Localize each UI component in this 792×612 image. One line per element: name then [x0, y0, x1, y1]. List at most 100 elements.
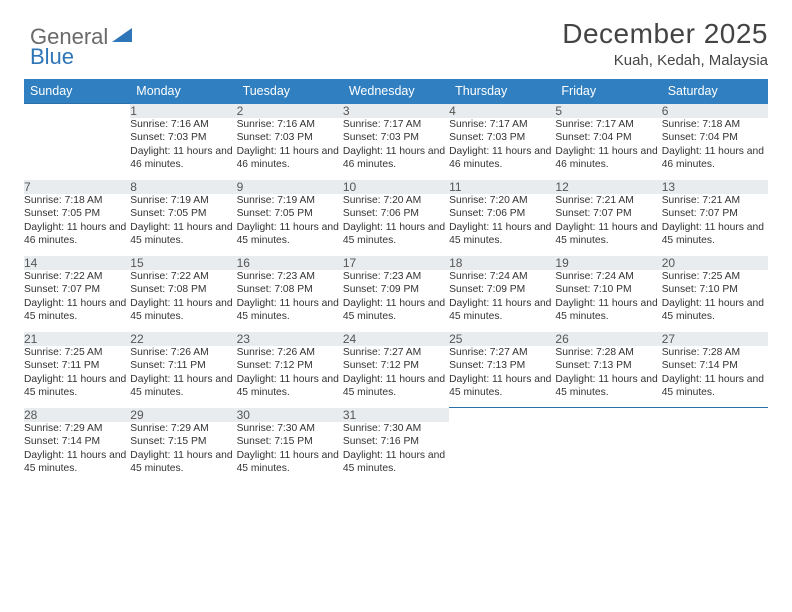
daylight-text: Daylight: 11 hours and 45 minutes. — [130, 297, 236, 324]
sunrise-text: Sunrise: 7:19 AM — [237, 194, 343, 208]
day-number: 16 — [237, 256, 343, 270]
day-number: 31 — [343, 408, 449, 422]
daylight-text: Daylight: 11 hours and 45 minutes. — [24, 373, 130, 400]
logo-triangle-icon — [112, 26, 132, 44]
sunrise-text: Sunrise: 7:26 AM — [130, 346, 236, 360]
sunrise-text: Sunrise: 7:16 AM — [237, 118, 343, 132]
sunset-text: Sunset: 7:13 PM — [555, 359, 661, 373]
sunset-text: Sunset: 7:09 PM — [449, 283, 555, 297]
daylight-text: Daylight: 11 hours and 45 minutes. — [662, 221, 768, 248]
day-info: Sunrise: 7:19 AMSunset: 7:05 PMDaylight:… — [130, 194, 236, 256]
sunrise-text: Sunrise: 7:17 AM — [555, 118, 661, 132]
day-info: Sunrise: 7:18 AMSunset: 7:05 PMDaylight:… — [24, 194, 130, 256]
sunrise-text: Sunrise: 7:22 AM — [130, 270, 236, 284]
empty-cell — [449, 408, 555, 422]
sunrise-text: Sunrise: 7:18 AM — [24, 194, 130, 208]
day-number: 30 — [237, 408, 343, 422]
sunrise-text: Sunrise: 7:27 AM — [343, 346, 449, 360]
daylight-text: Daylight: 11 hours and 45 minutes. — [237, 297, 343, 324]
daylight-text: Daylight: 11 hours and 46 minutes. — [343, 145, 449, 172]
daylight-text: Daylight: 11 hours and 45 minutes. — [449, 297, 555, 324]
sunset-text: Sunset: 7:15 PM — [130, 435, 236, 449]
day-number: 6 — [662, 104, 768, 118]
day-number: 4 — [449, 104, 555, 118]
sunrise-text: Sunrise: 7:26 AM — [237, 346, 343, 360]
weekday-header: Tuesday — [237, 79, 343, 104]
day-info: Sunrise: 7:22 AMSunset: 7:07 PMDaylight:… — [24, 270, 130, 332]
sunset-text: Sunset: 7:08 PM — [237, 283, 343, 297]
sunrise-text: Sunrise: 7:30 AM — [343, 422, 449, 436]
sunset-text: Sunset: 7:03 PM — [130, 131, 236, 145]
day-info: Sunrise: 7:28 AMSunset: 7:13 PMDaylight:… — [555, 346, 661, 408]
empty-cell — [555, 408, 661, 422]
day-number: 25 — [449, 332, 555, 346]
daynum-row: 78910111213 — [24, 180, 768, 194]
empty-cell — [24, 118, 130, 180]
sunset-text: Sunset: 7:09 PM — [343, 283, 449, 297]
daylight-text: Daylight: 11 hours and 45 minutes. — [555, 221, 661, 248]
daylight-text: Daylight: 11 hours and 45 minutes. — [555, 297, 661, 324]
weekday-header: Saturday — [662, 79, 768, 104]
sunset-text: Sunset: 7:04 PM — [555, 131, 661, 145]
sunset-text: Sunset: 7:07 PM — [24, 283, 130, 297]
sunset-text: Sunset: 7:10 PM — [555, 283, 661, 297]
day-number: 23 — [237, 332, 343, 346]
sunset-text: Sunset: 7:14 PM — [24, 435, 130, 449]
day-info: Sunrise: 7:24 AMSunset: 7:09 PMDaylight:… — [449, 270, 555, 332]
day-number: 24 — [343, 332, 449, 346]
sunrise-text: Sunrise: 7:27 AM — [449, 346, 555, 360]
empty-cell — [449, 422, 555, 484]
daylight-text: Daylight: 11 hours and 45 minutes. — [237, 221, 343, 248]
day-number: 3 — [343, 104, 449, 118]
daynum-row: 14151617181920 — [24, 256, 768, 270]
day-number: 26 — [555, 332, 661, 346]
sunset-text: Sunset: 7:06 PM — [343, 207, 449, 221]
day-number: 15 — [130, 256, 236, 270]
day-info: Sunrise: 7:21 AMSunset: 7:07 PMDaylight:… — [662, 194, 768, 256]
sunset-text: Sunset: 7:07 PM — [662, 207, 768, 221]
sunset-text: Sunset: 7:03 PM — [449, 131, 555, 145]
sunset-text: Sunset: 7:10 PM — [662, 283, 768, 297]
sunset-text: Sunset: 7:05 PM — [130, 207, 236, 221]
day-info: Sunrise: 7:26 AMSunset: 7:11 PMDaylight:… — [130, 346, 236, 408]
header: General December 2025 Kuah, Kedah, Malay… — [24, 18, 768, 69]
weekday-header: Wednesday — [343, 79, 449, 104]
day-info: Sunrise: 7:30 AMSunset: 7:15 PMDaylight:… — [237, 422, 343, 484]
sunset-text: Sunset: 7:08 PM — [130, 283, 236, 297]
daylight-text: Daylight: 11 hours and 45 minutes. — [343, 373, 449, 400]
calendar-page: { "logo": { "general": "General", "blue"… — [0, 0, 792, 612]
day-info: Sunrise: 7:22 AMSunset: 7:08 PMDaylight:… — [130, 270, 236, 332]
day-number: 14 — [24, 256, 130, 270]
day-info: Sunrise: 7:29 AMSunset: 7:14 PMDaylight:… — [24, 422, 130, 484]
day-info: Sunrise: 7:26 AMSunset: 7:12 PMDaylight:… — [237, 346, 343, 408]
day-info: Sunrise: 7:27 AMSunset: 7:12 PMDaylight:… — [343, 346, 449, 408]
sunset-text: Sunset: 7:11 PM — [130, 359, 236, 373]
day-info: Sunrise: 7:16 AMSunset: 7:03 PMDaylight:… — [237, 118, 343, 180]
daylight-text: Daylight: 11 hours and 46 minutes. — [237, 145, 343, 172]
sunset-text: Sunset: 7:06 PM — [449, 207, 555, 221]
daylight-text: Daylight: 11 hours and 45 minutes. — [662, 373, 768, 400]
day-info: Sunrise: 7:19 AMSunset: 7:05 PMDaylight:… — [237, 194, 343, 256]
info-row: Sunrise: 7:29 AMSunset: 7:14 PMDaylight:… — [24, 422, 768, 484]
day-info: Sunrise: 7:17 AMSunset: 7:04 PMDaylight:… — [555, 118, 661, 180]
day-number: 27 — [662, 332, 768, 346]
logo-text-blue: Blue — [30, 44, 74, 70]
daylight-text: Daylight: 11 hours and 45 minutes. — [237, 449, 343, 476]
daylight-text: Daylight: 11 hours and 45 minutes. — [449, 373, 555, 400]
sunset-text: Sunset: 7:13 PM — [449, 359, 555, 373]
sunrise-text: Sunrise: 7:21 AM — [555, 194, 661, 208]
sunset-text: Sunset: 7:14 PM — [662, 359, 768, 373]
info-row: Sunrise: 7:18 AMSunset: 7:05 PMDaylight:… — [24, 194, 768, 256]
day-info: Sunrise: 7:23 AMSunset: 7:09 PMDaylight:… — [343, 270, 449, 332]
day-number: 11 — [449, 180, 555, 194]
sunset-text: Sunset: 7:16 PM — [343, 435, 449, 449]
day-number: 8 — [130, 180, 236, 194]
day-number: 2 — [237, 104, 343, 118]
page-title: December 2025 — [562, 18, 768, 50]
sunrise-text: Sunrise: 7:17 AM — [449, 118, 555, 132]
day-info: Sunrise: 7:18 AMSunset: 7:04 PMDaylight:… — [662, 118, 768, 180]
day-number: 10 — [343, 180, 449, 194]
daylight-text: Daylight: 11 hours and 46 minutes. — [449, 145, 555, 172]
day-info: Sunrise: 7:20 AMSunset: 7:06 PMDaylight:… — [449, 194, 555, 256]
sunset-text: Sunset: 7:05 PM — [237, 207, 343, 221]
